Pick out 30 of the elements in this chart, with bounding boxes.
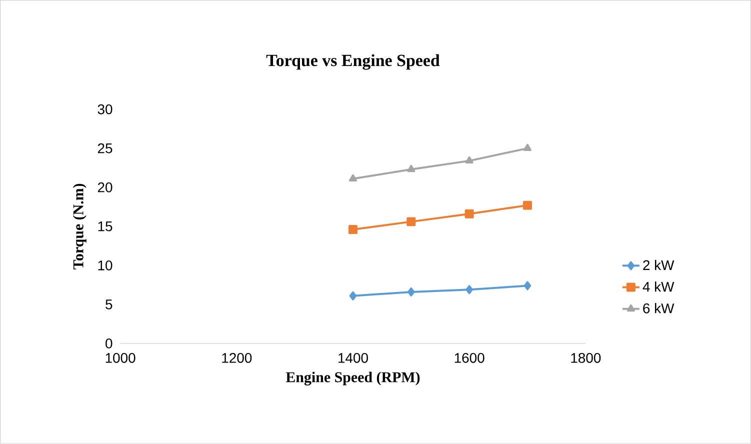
- point: [464, 210, 474, 219]
- point: [466, 285, 473, 294]
- x-tick-label: 1800: [571, 353, 601, 364]
- point: [524, 281, 532, 290]
- y-axis-title: Torque (N.m): [72, 184, 86, 270]
- point: [349, 291, 357, 300]
- x-tick-label: 1400: [338, 353, 368, 364]
- y-tick-label: 15: [98, 222, 112, 232]
- y-tick-label: 5: [106, 300, 112, 310]
- chart-title: Torque vs Engine Speed: [266, 54, 440, 70]
- x-tick-label: 1000: [106, 353, 136, 364]
- x-tick-label: 1600: [454, 353, 484, 364]
- point: [408, 288, 415, 297]
- y-tick-label: 20: [98, 182, 112, 192]
- point: [407, 165, 416, 172]
- y-tick-label: 0: [106, 338, 112, 349]
- point: [523, 144, 532, 152]
- point: [523, 200, 532, 210]
- x-axis-title: Engine Speed (RPM): [286, 372, 420, 386]
- y-tick-label: 10: [98, 260, 112, 270]
- point: [406, 217, 416, 226]
- x-tick-label: 1200: [222, 353, 252, 364]
- legend-label: 2 kW: [643, 260, 674, 270]
- point: [348, 225, 358, 234]
- y-tick-label: 30: [98, 104, 112, 114]
- point: [348, 174, 358, 182]
- y-tick-label: 25: [98, 143, 112, 154]
- legend-label: 6 kW: [643, 303, 674, 314]
- point: [465, 156, 474, 164]
- legend-label: 4 kW: [642, 282, 674, 292]
